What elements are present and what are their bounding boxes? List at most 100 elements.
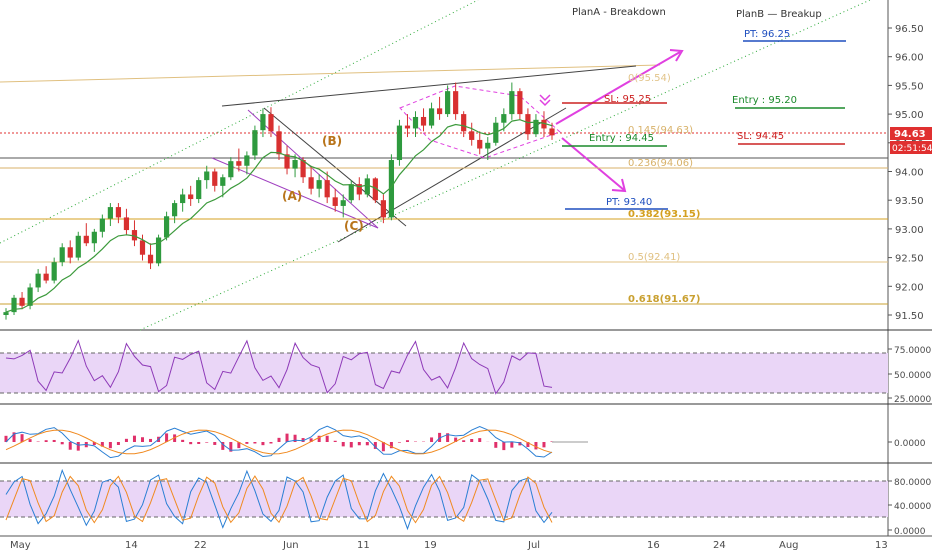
macd-histogram-bar xyxy=(68,442,72,450)
wedge-upper-line xyxy=(221,65,637,107)
trade-annotations: PlanA - Breakdown PlanB — Breakup PT: 96… xyxy=(282,7,822,233)
candle-body xyxy=(404,125,411,129)
candle-body xyxy=(509,91,515,115)
candle-body xyxy=(244,155,250,166)
price-tick-label: 93.00 xyxy=(895,225,924,236)
fib-label: 0.145(94.63) xyxy=(628,125,693,136)
macd-histogram-bar xyxy=(189,442,193,445)
price-tick-label: 96.00 xyxy=(895,53,924,64)
plan-b-title: PlanB — Breakup xyxy=(736,9,822,20)
candle-body xyxy=(276,131,282,155)
candle-body xyxy=(236,161,242,166)
candle-body xyxy=(501,114,507,123)
candle-body xyxy=(300,160,306,178)
candle-body xyxy=(308,177,314,189)
candle-body xyxy=(67,247,73,258)
candle-body xyxy=(316,180,322,189)
fib-label: 0.5(92.41) xyxy=(628,252,680,263)
price-axis: 96.5096.0095.5095.0094.5094.0093.5093.00… xyxy=(888,24,924,322)
macd-histogram-bar xyxy=(317,435,321,442)
macd-histogram-bar xyxy=(309,438,313,442)
price-tags: 94.63 02:51:54 xyxy=(890,127,932,154)
candle-body xyxy=(252,130,258,156)
breakup-arrowhead xyxy=(669,49,684,62)
rsi-tick-label: 50.0000 xyxy=(894,371,931,381)
candle-body xyxy=(340,200,346,206)
candle-body xyxy=(525,114,531,135)
macd-histogram-bar xyxy=(245,442,249,444)
macd-histogram-bar xyxy=(510,442,514,448)
stoch-k-line xyxy=(5,468,553,531)
candle-body xyxy=(461,114,467,132)
macd-histogram-bar xyxy=(76,442,80,451)
candle-body xyxy=(380,200,386,218)
correction-line xyxy=(211,157,379,229)
macd-histogram-bar xyxy=(349,442,353,448)
macd-histogram-bar xyxy=(373,442,377,449)
plan-a-title: PlanA - Breakdown xyxy=(572,7,666,18)
plan-a-entry-label: Entry : 94.45 xyxy=(589,133,654,144)
macd-histogram-bar xyxy=(534,442,538,450)
macd-histogram-bar xyxy=(28,439,32,442)
upper-channel-line xyxy=(0,0,479,244)
price-tick-label: 91.50 xyxy=(895,311,924,322)
candle-body xyxy=(43,273,49,281)
candle-body xyxy=(228,161,234,178)
stoch-tick-label: 40.0000 xyxy=(894,502,931,512)
macd-histogram-bar xyxy=(285,433,289,442)
candle-body xyxy=(139,240,146,255)
plan-b-sl-label: SL: 94.45 xyxy=(737,131,784,142)
candle-body xyxy=(453,91,459,115)
candle-body xyxy=(445,91,451,115)
wave-b-label: (B) xyxy=(322,134,342,148)
macd-histogram-bar xyxy=(446,433,450,442)
rsi-line xyxy=(5,339,553,395)
candle-body xyxy=(19,297,25,306)
price-tick-label: 96.50 xyxy=(895,24,924,35)
countdown-tag xyxy=(890,141,932,154)
time-tick-label: 13 xyxy=(875,540,888,550)
macd-histogram-bar xyxy=(44,440,48,442)
breakdown-arrowhead xyxy=(611,178,627,193)
macd-histogram-bar xyxy=(116,442,120,445)
macd-tick-label: 0.0000 xyxy=(894,439,926,449)
candle-body xyxy=(396,125,403,161)
wedge-lower-line xyxy=(337,107,567,243)
price-tick-label: 95.50 xyxy=(895,81,924,92)
candle-body xyxy=(356,184,362,195)
price-tick-label: 95.00 xyxy=(895,110,924,121)
time-tick-label: 16 xyxy=(647,540,660,550)
macd-histogram-bar xyxy=(518,442,522,446)
candle-body xyxy=(477,139,483,149)
macd-histogram-bar xyxy=(502,442,506,451)
candle-body xyxy=(59,247,65,263)
candle-body xyxy=(51,262,57,281)
macd-histogram-bar xyxy=(4,435,8,442)
macd-histogram-bar xyxy=(149,438,153,442)
macd-histogram-bar xyxy=(181,439,185,442)
candle-body xyxy=(27,287,33,306)
plan-a-pt-label: PT: 93.40 xyxy=(606,197,652,208)
macd-histogram-bar xyxy=(165,433,169,442)
rsi-tick-label: 25.0000 xyxy=(894,395,931,405)
time-axis: May 14 22 Jun 11 19 Jul 16 24 Aug 13 xyxy=(10,540,888,550)
candle-body xyxy=(268,114,274,132)
candle-body xyxy=(188,194,194,200)
correction-line xyxy=(247,109,379,229)
time-tick-label: 24 xyxy=(713,540,726,550)
candle-body xyxy=(99,218,105,232)
time-tick-label: May xyxy=(10,540,31,550)
macd-histogram-bar xyxy=(124,438,128,442)
breakup-arrow xyxy=(555,51,681,125)
price-tick-label: 92.50 xyxy=(895,254,924,265)
price-tick-label: 92.00 xyxy=(895,282,924,293)
macd-histogram-bar xyxy=(470,439,474,442)
fibonacci-levels: 0(95.54) 0.145(94.63) 0.236(94.06) 0.382(93… xyxy=(0,73,888,305)
stoch-tick-label: 80.0000 xyxy=(894,478,931,488)
candle-body xyxy=(292,160,298,169)
macd-histogram-bar xyxy=(389,442,393,449)
time-tick-label: 19 xyxy=(424,540,437,550)
macd-histogram-bar xyxy=(261,442,265,446)
macd-histogram-bar xyxy=(494,442,498,448)
